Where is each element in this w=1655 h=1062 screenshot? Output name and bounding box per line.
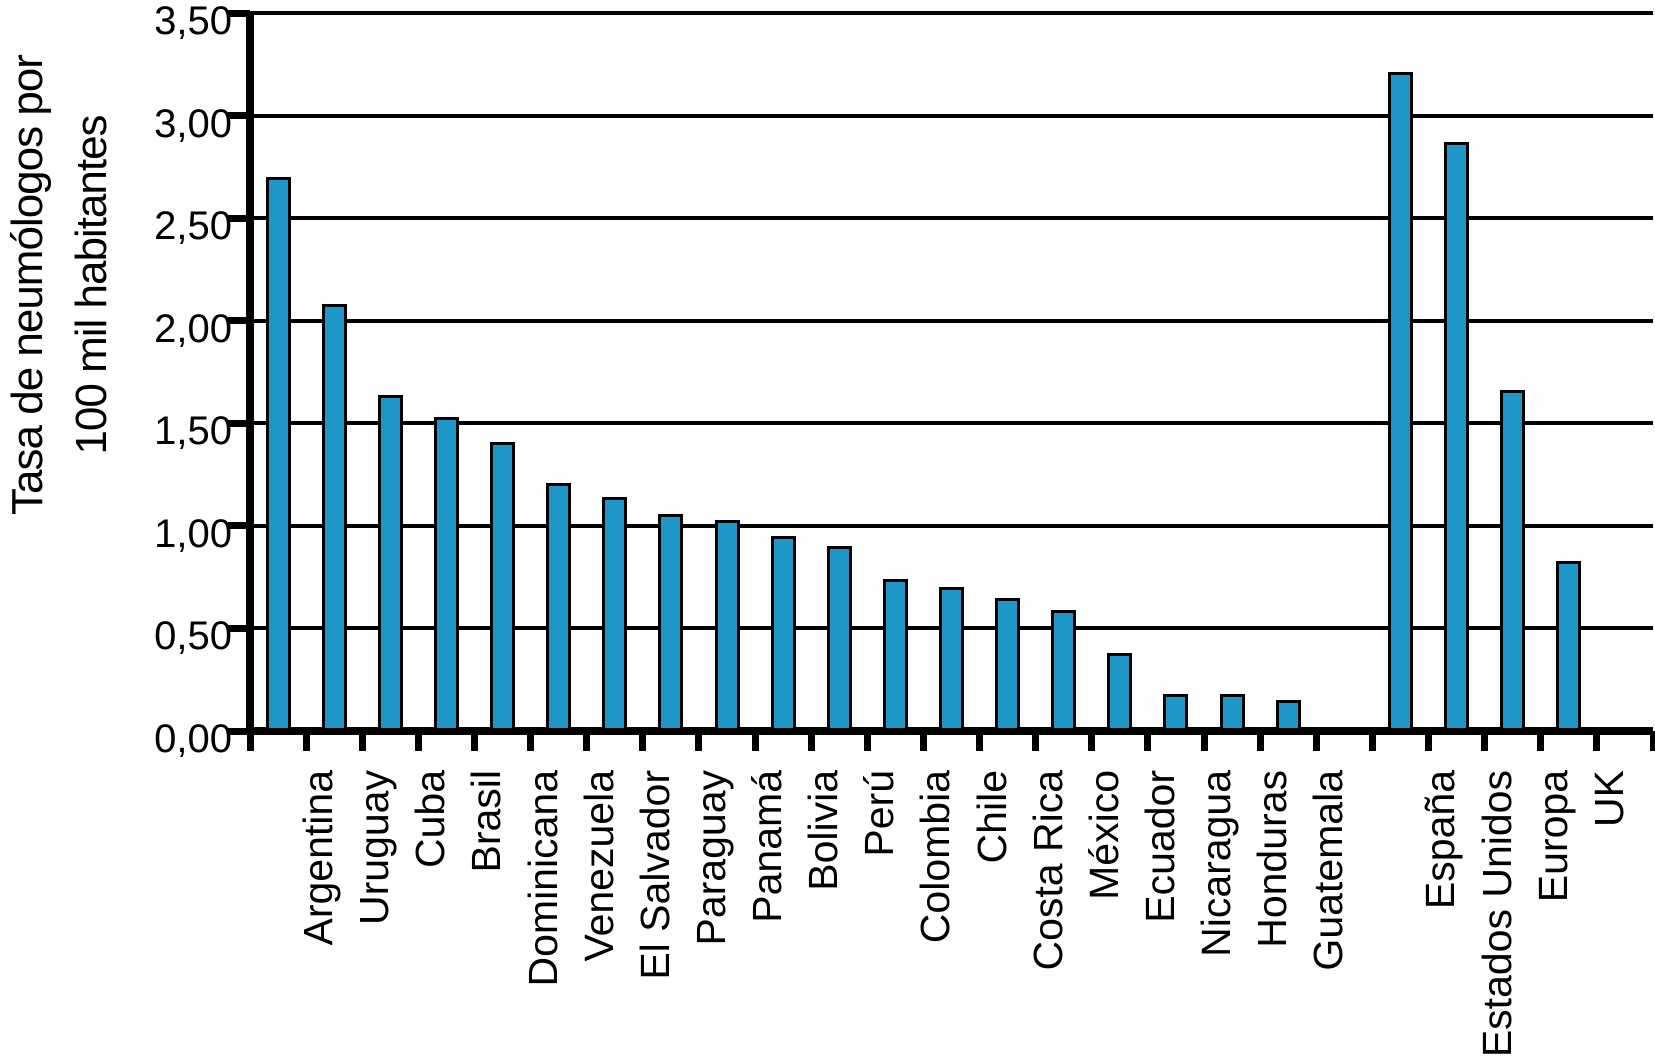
y-axis-tick-label: 0,50 [154, 614, 232, 659]
bar-paraguay [658, 513, 684, 731]
x-axis-tick [807, 731, 815, 751]
x-axis-label: Nicaragua [1192, 770, 1239, 957]
bar-bolivia [770, 536, 796, 731]
x-axis-tick [1593, 731, 1601, 751]
x-axis-label: Europa [1529, 770, 1576, 903]
x-axis-tick [1312, 731, 1320, 751]
x-axis-tick [1144, 731, 1152, 751]
x-axis-label: Costa Rica [1024, 770, 1071, 971]
x-axis-tick [751, 731, 759, 751]
x-axis-label: Venezuela [575, 770, 622, 962]
x-axis-tick [302, 731, 310, 751]
x-axis-tick [919, 731, 927, 751]
x-axis-label: Colombia [912, 770, 959, 944]
x-axis-label: Estados Unidos [1473, 770, 1520, 1058]
y-axis-tick [228, 9, 250, 17]
bar-brasil [433, 417, 459, 731]
gridline [250, 216, 1653, 221]
bar-españa [1387, 72, 1413, 731]
gridline [250, 318, 1653, 323]
bar-europa [1500, 390, 1526, 731]
bar-nicaragua [1163, 694, 1189, 731]
bar-ecuador [1107, 653, 1133, 731]
x-axis-label: Dominicana [519, 770, 566, 987]
x-axis-tick [976, 731, 984, 751]
bar-uk [1556, 560, 1582, 731]
bar-cuba [377, 394, 403, 731]
y-axis-tick [228, 112, 250, 120]
x-axis-tick [358, 731, 366, 751]
x-axis-label: Perú [856, 770, 903, 857]
y-axis-tick [228, 419, 250, 427]
bar-honduras [1219, 694, 1245, 731]
x-axis-label: Guatemala [1305, 770, 1352, 971]
y-axis-tick-label: 2,50 [154, 204, 232, 249]
bar-costa-rica [995, 597, 1021, 731]
bar-perú [826, 546, 852, 731]
gridline [250, 421, 1653, 426]
x-axis-tick [470, 731, 478, 751]
y-axis-title-line1: Tasa de neumólogos por [3, 55, 52, 515]
x-axis-label: Paraguay [687, 770, 734, 946]
x-axis-tick [1256, 731, 1264, 751]
y-axis-tick-label: 3,50 [154, 0, 232, 43]
x-axis-tick [583, 731, 591, 751]
bar-el-salvador [602, 497, 628, 731]
bar-guatemala [1275, 700, 1301, 731]
bar-panamá [714, 519, 740, 731]
y-axis-tick-label: 3,00 [154, 101, 232, 146]
y-axis-tick [228, 522, 250, 530]
x-axis-label: México [1080, 770, 1127, 900]
y-axis-tick [228, 317, 250, 325]
x-axis-tick [246, 731, 254, 751]
bar-colombia [882, 579, 908, 731]
x-axis-label: El Salvador [631, 770, 678, 980]
gridline [250, 523, 1653, 528]
x-axis-label: Brasil [463, 770, 510, 873]
x-axis-tick [1200, 731, 1208, 751]
x-axis-tick [1481, 731, 1489, 751]
x-axis-label: Uruguay [351, 770, 398, 925]
x-axis-label: Argentina [295, 770, 342, 946]
x-axis-label: Panamá [744, 770, 791, 923]
x-axis-line [250, 727, 1653, 735]
bar-uruguay [321, 304, 347, 731]
x-axis-tick [1368, 731, 1376, 751]
bar-chile [939, 587, 964, 731]
x-axis-label: Chile [968, 770, 1015, 864]
x-axis-tick [1032, 731, 1040, 751]
y-axis-tick [228, 214, 250, 222]
bar-dominicana [490, 441, 516, 731]
x-axis-tick [527, 731, 535, 751]
x-axis-tick [695, 731, 703, 751]
x-axis-tick [1088, 731, 1096, 751]
x-axis-tick [1425, 731, 1433, 751]
bar-venezuela [546, 482, 572, 731]
bar-estados-unidos [1444, 142, 1470, 731]
x-axis-label: Honduras [1249, 770, 1296, 948]
y-axis-tick [228, 624, 250, 632]
x-axis-label: España [1417, 770, 1464, 910]
x-axis-tick [639, 731, 647, 751]
x-axis-tick [414, 731, 422, 751]
x-axis-tick [1537, 731, 1545, 751]
gridline [250, 113, 1653, 118]
y-axis-tick-label: 1,00 [154, 511, 232, 556]
y-axis-tick-label: 2,00 [154, 306, 232, 351]
y-axis-tick-label: 0,00 [154, 717, 232, 761]
bar-méxico [1051, 609, 1077, 731]
y-axis-tick-label: 1,50 [154, 409, 232, 454]
y-axis-tick [228, 727, 250, 735]
x-axis-label: Bolivia [800, 770, 847, 891]
y-axis-line [246, 11, 254, 735]
x-axis-label: Ecuador [1136, 770, 1183, 923]
bar-argentina [265, 177, 291, 731]
x-axis-tick [863, 731, 871, 751]
x-axis-tick [1649, 731, 1655, 751]
x-axis-label: UK [1585, 770, 1632, 827]
x-axis-label: Cuba [407, 770, 454, 869]
gridline [250, 11, 1653, 15]
